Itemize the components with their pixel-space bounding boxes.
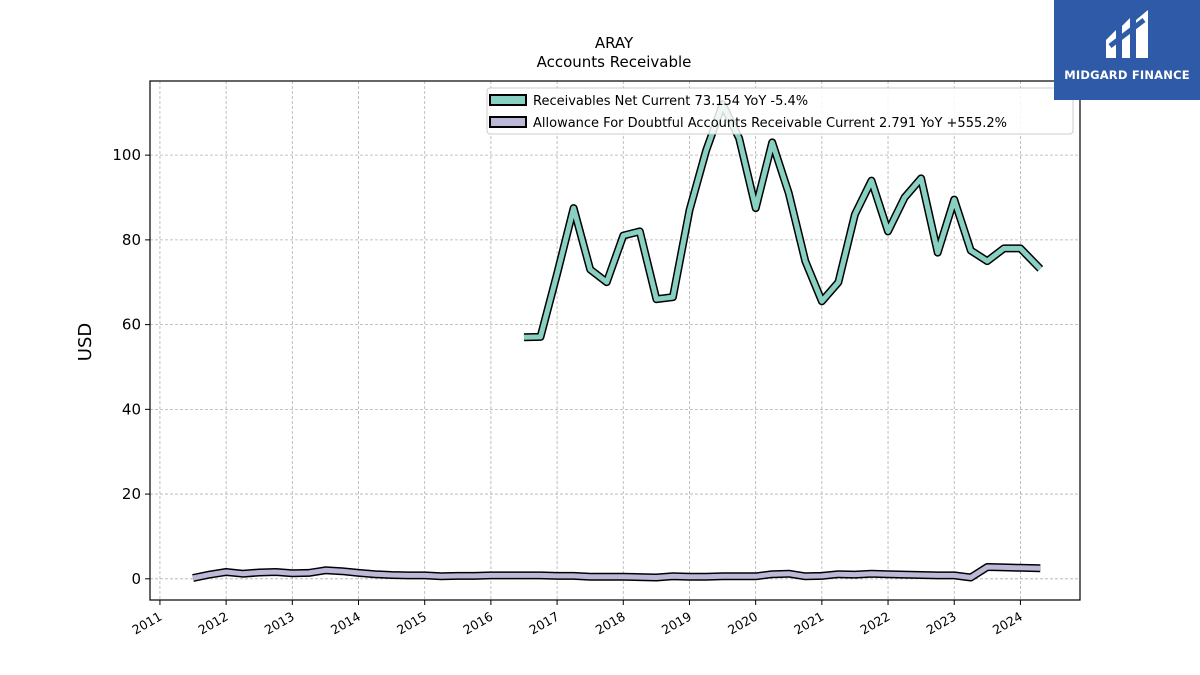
- y-tick-label: 60: [122, 316, 141, 334]
- x-tick-label: 2019: [659, 609, 694, 638]
- y-tick-label: 40: [122, 400, 141, 418]
- y-tick-label: 20: [122, 485, 141, 503]
- chart-subtitle: Accounts Receivable: [537, 53, 692, 71]
- x-tick-label: 2018: [593, 609, 628, 638]
- y-tick-label: 100: [112, 146, 141, 164]
- x-tick-label: 2022: [857, 609, 892, 638]
- legend-box: [486, 87, 1074, 135]
- legend-label-1: Allowance For Doubtful Accounts Receivab…: [533, 116, 1007, 131]
- series-lines: [192, 100, 1044, 582]
- x-tick-label: 2014: [328, 609, 363, 638]
- plot-frame: [149, 80, 1081, 601]
- x-tick-label: 2023: [924, 609, 959, 638]
- legend-swatch-1: [489, 116, 527, 128]
- legend: Receivables Net Current 73.154 YoY -5.4%…: [486, 87, 1074, 135]
- x-tick-label: 2012: [196, 609, 231, 638]
- y-axis-label: USD: [75, 323, 96, 361]
- legend-swatch-0: [489, 94, 527, 106]
- midgard-finance-logo: MIDGARD FINANCE: [1054, 0, 1200, 100]
- y-tick-label: 80: [122, 231, 141, 249]
- x-tick-label: 2015: [394, 609, 429, 638]
- x-tick-label: 2013: [262, 609, 297, 638]
- series-line-1: [192, 564, 1041, 581]
- x-tick-label: 2024: [990, 609, 1025, 638]
- logo-mark-icon: [1106, 10, 1148, 58]
- x-tick-label: 2017: [527, 609, 562, 638]
- legend-label-0: Receivables Net Current 73.154 YoY -5.4%: [533, 94, 808, 109]
- logo-text: MIDGARD FINANCE: [1064, 68, 1190, 82]
- x-tick-label: 2011: [129, 609, 164, 638]
- grid: [150, 81, 1080, 600]
- chart-title: ARAY: [595, 34, 634, 52]
- x-tick-label: 2021: [791, 609, 826, 638]
- x-tick-label: 2016: [460, 609, 495, 638]
- y-tick-label: 0: [131, 570, 141, 588]
- series-line-0: [523, 101, 1043, 340]
- x-tick-label: 2020: [725, 609, 760, 638]
